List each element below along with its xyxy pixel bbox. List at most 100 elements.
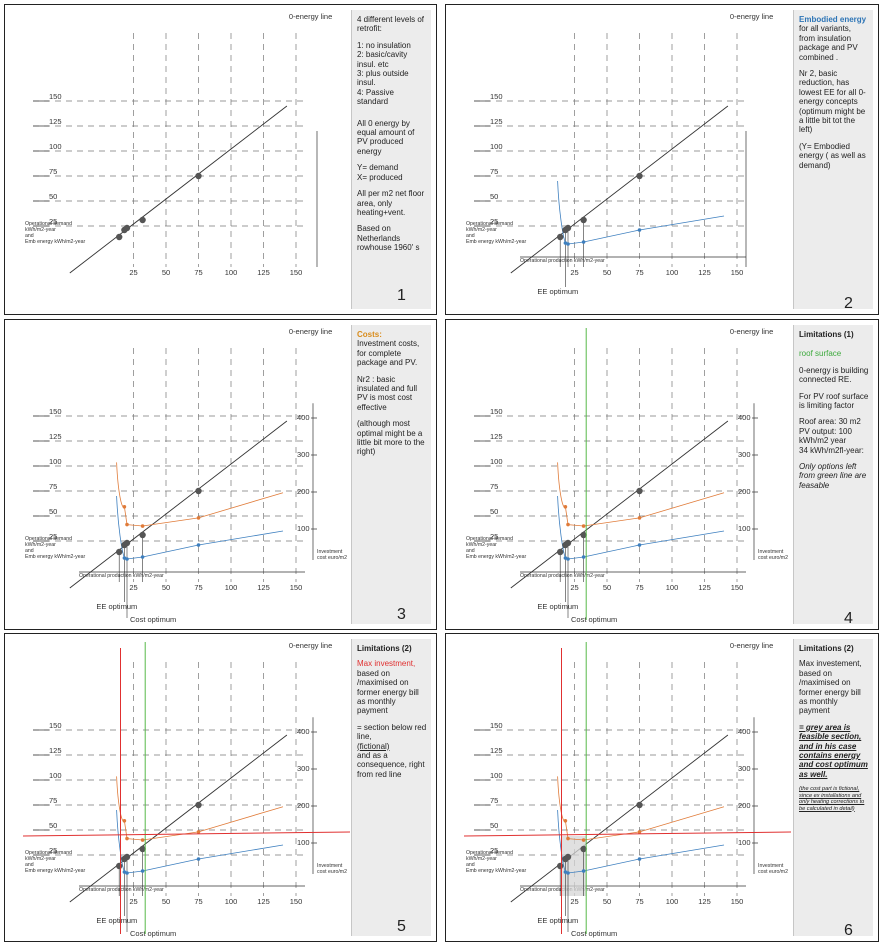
investment-cost-curve xyxy=(565,492,725,527)
x-tick-label: 75 xyxy=(194,583,202,592)
embodied-energy-point xyxy=(140,555,145,559)
y-axis-label: Operational demand xyxy=(466,850,513,856)
investment-tick-label: 400 xyxy=(297,727,310,736)
investment-tick-label: 200 xyxy=(297,487,310,496)
embodied-energy-point xyxy=(196,543,201,547)
embodied-energy-point xyxy=(637,857,642,861)
y-tick-label: 100 xyxy=(490,142,503,151)
note-line: Nr2 : basic insulated and full PV is mos… xyxy=(357,374,418,412)
y-axis-label: Emb energy kWh/m2-year xyxy=(466,868,527,874)
panel-3: Costs: Investment costs, for complete pa… xyxy=(4,319,437,630)
investment-axis-label: cost euro/m2 xyxy=(758,869,788,875)
panel-number: 5 xyxy=(397,918,406,935)
embodied-energy-point xyxy=(566,871,570,875)
x-tick-label: 50 xyxy=(162,897,170,906)
embodied-energy-point xyxy=(125,871,129,875)
zero-energy-line xyxy=(69,420,288,589)
panel-2: Embodied energy for all variants, from i… xyxy=(445,4,879,315)
investment-axis-label: Investment xyxy=(317,549,343,555)
x-tick-label: 100 xyxy=(666,583,679,592)
embodied-energy-curve xyxy=(565,215,725,245)
y-tick-label: 50 xyxy=(49,192,57,201)
y-axis-label: Operational demand xyxy=(466,536,513,542)
x-tick-label: 75 xyxy=(635,268,643,277)
y-tick-label: 125 xyxy=(49,117,62,126)
zero-energy-point xyxy=(139,531,146,539)
y-tick-label: 100 xyxy=(49,771,62,780)
note-line: Only options left from green line are fe… xyxy=(799,462,867,490)
investment-cost-point xyxy=(125,836,129,841)
x-tick-label: 100 xyxy=(225,897,238,906)
x-tick-label: 25 xyxy=(129,583,137,592)
investment-cost-point xyxy=(563,819,568,823)
x-tick-label: 150 xyxy=(731,583,744,592)
investment-axis-label: cost euro/m2 xyxy=(317,869,347,875)
y-axis-label: and xyxy=(466,233,475,239)
note-line: = section below red line, xyxy=(357,722,427,742)
y-axis-label: kWh/m2-year xyxy=(466,856,497,862)
investment-tick-label: 100 xyxy=(297,838,310,847)
y-tick-label: 150 xyxy=(490,721,503,730)
note-line: For PV roof surface is limiting factor xyxy=(799,391,869,411)
y-axis-label: kWh/m2-year xyxy=(466,542,497,548)
note-line: All 0 energy by equal amount of PV produ… xyxy=(357,118,415,156)
y-tick-label: 100 xyxy=(490,771,503,780)
x-tick-label: 75 xyxy=(194,268,202,277)
y-tick-label: 75 xyxy=(490,482,498,491)
note-line: X= produced xyxy=(357,172,403,182)
investment-tick-label: 400 xyxy=(297,413,310,422)
x-tick-label: 75 xyxy=(635,897,643,906)
y-tick-label: 25 xyxy=(49,846,57,855)
y-tick-label: 50 xyxy=(490,821,498,830)
x-tick-label: 50 xyxy=(162,583,170,592)
x-tick-label: 50 xyxy=(603,897,611,906)
zero-energy-point xyxy=(116,233,123,241)
embodied-energy-point xyxy=(581,240,586,244)
investment-cost-point xyxy=(637,516,642,520)
note-line: 2: basic/cavity insul. etc xyxy=(357,50,408,69)
investment-axis-label: cost euro/m2 xyxy=(758,555,788,561)
x-tick-label: 150 xyxy=(290,897,303,906)
energy-diagram: 150 125 100 75 50 25 25 50 75 100 125 150 0-energy l… xyxy=(22,641,350,938)
y-axis-label: kWh/m2-year xyxy=(466,227,497,233)
x-tick-label: 100 xyxy=(225,583,238,592)
note-line: Y= demand xyxy=(357,163,399,173)
embodied-energy-point xyxy=(125,557,129,561)
zero-energy-line-label: 0-energy line xyxy=(289,641,332,650)
note-line: Based on Netherlands rowhouse 1960' s xyxy=(357,224,420,253)
investment-cost-point xyxy=(581,524,586,528)
panel-subheading: Max investment, xyxy=(357,659,416,669)
y-tick-label: 125 xyxy=(49,746,62,755)
investment-axis-label: Investment xyxy=(758,549,784,555)
note-line: for all variants, from insulation packag… xyxy=(799,24,858,62)
investment-cost-point xyxy=(566,836,570,841)
panel-2-note: Embodied energy for all variants, from i… xyxy=(793,10,873,309)
investment-cost-point xyxy=(581,838,586,842)
ee-optimum-label: EE optimum xyxy=(537,916,578,925)
panel-5: Limitations (2) Max investment, based on… xyxy=(4,633,437,942)
investment-axis-label: Investment xyxy=(758,863,784,869)
x-tick-label: 125 xyxy=(257,897,270,906)
panel-heading: Limitations (2) xyxy=(799,644,854,653)
y-tick-label: 75 xyxy=(490,796,498,805)
x-axis-label: Operational production kWh/m2-year xyxy=(79,573,164,579)
y-tick-label: 150 xyxy=(490,407,503,416)
embodied-energy-curve xyxy=(565,530,725,560)
energy-diagram: 150 125 100 75 50 25 25 50 75 100 125 150 0-energy l… xyxy=(463,641,791,938)
embodied-energy-curve xyxy=(124,530,284,560)
investment-cost-point xyxy=(563,505,568,509)
zero-energy-point xyxy=(139,845,146,853)
investment-tick-label: 300 xyxy=(738,764,751,773)
panel-heading: Costs: xyxy=(357,330,382,339)
investment-cost-point xyxy=(140,524,145,528)
note-line: (although most optimal might be a little… xyxy=(357,419,425,457)
zero-energy-line-label: 0-energy line xyxy=(289,12,332,21)
zero-energy-line-label: 0-energy line xyxy=(730,641,773,650)
cost-optimum-label: Cost optimum xyxy=(571,929,617,938)
x-tick-label: 50 xyxy=(603,583,611,592)
embodied-energy-point xyxy=(140,869,145,873)
zero-energy-line-label: 0-energy line xyxy=(730,12,773,21)
investment-cost-point xyxy=(637,830,642,834)
x-tick-label: 25 xyxy=(570,583,578,592)
note-line: 34 kWh/m2fl-year: xyxy=(799,445,864,455)
